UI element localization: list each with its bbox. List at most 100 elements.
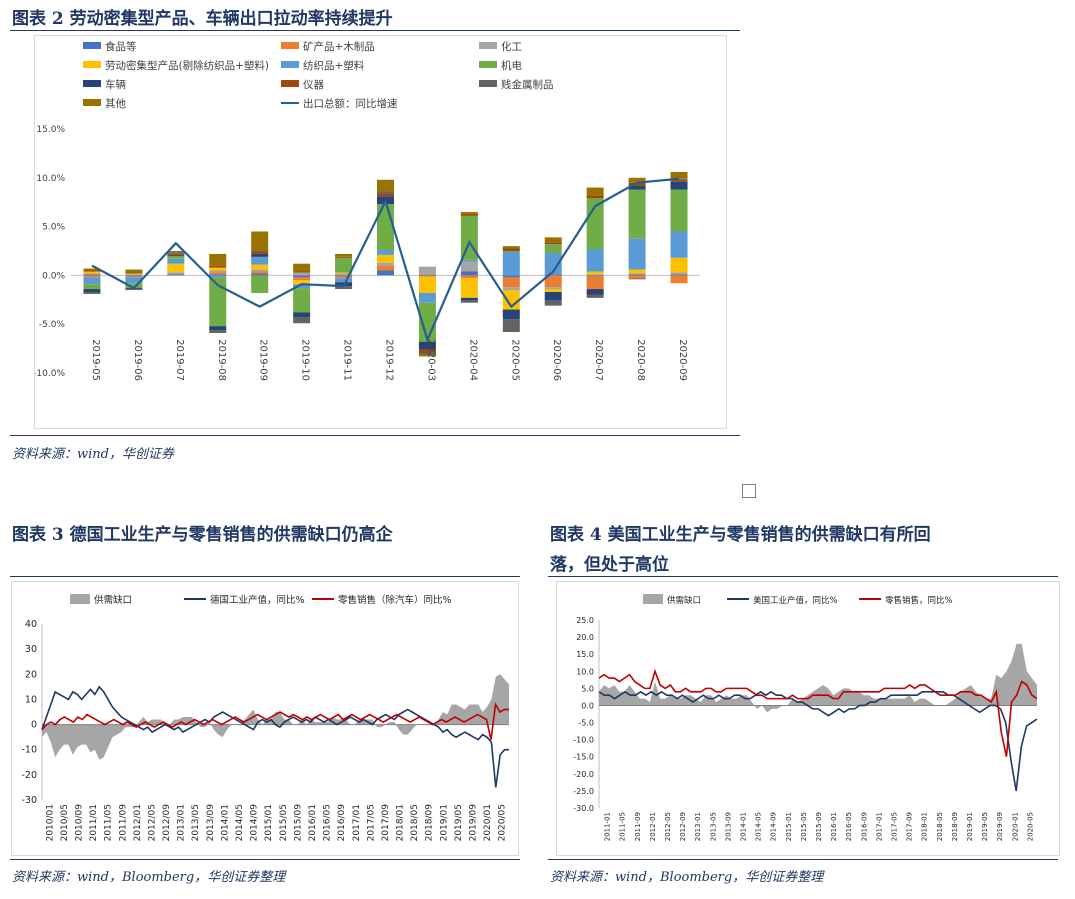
legend-swatch-gap	[70, 594, 90, 604]
bar-segment-3-1	[125, 273, 143, 275]
x-tick-label: 2013/05	[191, 804, 201, 841]
bar-segment-3-3	[209, 267, 227, 271]
bar-segment-2-7	[377, 262, 394, 266]
bar-segment-5-14	[670, 189, 688, 232]
x-tick-label: 2012-01	[649, 812, 657, 841]
bar-segment-3-12	[586, 271, 604, 275]
bar-segment-5-11	[544, 244, 562, 253]
placeholder-checkbox	[742, 484, 756, 498]
y-tick-label: 20	[25, 669, 37, 680]
bar-segment-9-13	[628, 177, 646, 183]
bar-segment-3-9	[460, 278, 478, 298]
y-tick-label: 15.0	[576, 650, 594, 659]
bar-segment-9-7	[377, 179, 394, 192]
x-tick-label: 2019/05	[454, 804, 464, 841]
legend-swatch-0	[83, 42, 101, 49]
x-tick-label: 2012-05	[664, 812, 672, 841]
bar-segment-3-4	[251, 264, 269, 270]
bar-segment-8-0	[83, 291, 101, 294]
bar-segment-6-13	[628, 185, 646, 190]
bar-segment-0-6	[335, 275, 353, 277]
bar-segment-5-2	[167, 255, 185, 259]
x-tick-label: 2020-01	[1011, 812, 1019, 841]
bar-segment-0-9	[460, 271, 478, 276]
fig4-bottom-rule	[548, 859, 1058, 860]
fig4-title-rule	[548, 576, 1058, 577]
bar-segment-1-0	[83, 275, 101, 278]
bar-segment-0-14	[670, 274, 688, 276]
bar-segment-0-1	[125, 275, 143, 277]
bar-segment-7-7	[377, 193, 394, 197]
y-tick-label: -15.0	[573, 753, 594, 762]
bar-segment-0-3	[209, 274, 227, 276]
legend-swatch-2	[479, 42, 497, 49]
bar-segment-1-8	[418, 274, 436, 276]
x-tick-label: 2017-05	[891, 812, 899, 841]
fig3-title-rule	[10, 576, 520, 577]
legend-swatch-3	[83, 61, 101, 68]
bar-segment-9-3	[209, 253, 227, 266]
bar-segment-3-10	[502, 290, 520, 310]
fig4-chart: 供需缺口 美国工业产值，同比% 零售销售，同比% -30.0 -25.0 -20.0 -15…	[573, 594, 1038, 841]
x-tick-label: 2014/09	[250, 804, 260, 842]
bar-segment-4-1	[125, 277, 143, 284]
bar-segment-1-12	[586, 276, 604, 290]
legend-label-4: 纺织品+塑料	[303, 59, 365, 72]
industrial-production-line	[598, 690, 1038, 792]
bar-segment-8-5	[293, 317, 311, 324]
bar-segment-1-6	[335, 276, 353, 279]
x-tick-label: 2019-07	[174, 339, 185, 381]
bar-segment-3-0	[83, 271, 101, 274]
legend-label-line: 出口总额：同比增速	[303, 97, 398, 110]
bar-segment-6-9	[460, 297, 478, 301]
bar-segment-4-4	[251, 256, 269, 265]
legend-swatch-7	[281, 80, 299, 87]
x-tick-label: 2020-05	[1026, 812, 1034, 841]
x-tick-label: 2019-05	[90, 339, 101, 381]
x-tick-label: 2013-09	[724, 812, 732, 841]
x-tick-label: 2018-01	[921, 812, 929, 841]
bar-segment-9-10	[502, 246, 520, 249]
bar-segment-5-13	[628, 189, 646, 239]
y-tick-label: 20.0	[576, 633, 594, 642]
bar-segment-1-14	[670, 275, 688, 284]
bar-segment-4-9	[460, 259, 478, 262]
fig3-chart-panel: 供需缺口 德国工业产值，同比% 零售销售（除汽车）同比% -30 -20 -10 0 10 20…	[11, 581, 519, 856]
bar-segment-9-2	[167, 251, 185, 253]
fig2-chart-panel: 食品等 矿产品+木制品 化工 劳动密集型产品(剔除纺织品+塑料) 纺织品+塑料 机电 车辆 仪…	[33, 35, 727, 429]
bar-segment-3-6	[335, 272, 353, 274]
bar-segment-8-4	[251, 251, 269, 252]
bar-segment-1-13	[628, 275, 646, 279]
bar-segment-7-4	[251, 251, 269, 254]
fig4-title-line2: 落，但处于高位	[550, 555, 669, 575]
bar-segment-7-8	[418, 349, 436, 353]
legend-label-3: 劳动密集型产品(剔除纺织品+塑料)	[105, 59, 269, 72]
legend-swatch-1	[281, 42, 299, 49]
bar-segment-8-2	[167, 252, 185, 254]
x-tick-label: 2011/05	[104, 804, 114, 841]
legend-swatch-gap	[643, 594, 663, 604]
x-tick-label: 2019-09	[258, 339, 269, 381]
x-tick-label: 2015/09	[293, 804, 303, 842]
x-tick-label: 2016-09	[860, 812, 868, 841]
bar-segment-0-2	[167, 274, 185, 276]
bar-segment-2-5	[293, 272, 311, 276]
x-tick-label: 2014-05	[755, 812, 763, 841]
bar-segment-2-0	[83, 273, 101, 275]
y-tick-label: -10.0%	[35, 369, 65, 379]
bar-segment-8-3	[209, 330, 227, 333]
x-tick-label: 2018-09	[951, 812, 959, 841]
bar-segment-9-12	[586, 187, 604, 196]
bar-segment-9-1	[125, 269, 143, 273]
y-tick-label: -5.0%	[39, 320, 66, 330]
bar-segment-6-12	[586, 289, 604, 295]
bar-segment-0-10	[502, 275, 520, 278]
x-tick-label: 2020-04	[467, 339, 478, 381]
export-growth-line	[91, 177, 680, 344]
x-tick-label: 2011-01	[604, 812, 612, 841]
fig4-chart-panel: 供需缺口 美国工业产值，同比% 零售销售，同比% -30.0 -25.0 -20.0 -15…	[556, 581, 1060, 856]
bar-segment-4-14	[670, 231, 688, 258]
legend-label-7: 仪器	[303, 79, 324, 91]
bar-segment-5-0	[83, 284, 101, 290]
x-tick-label: 2014/05	[235, 804, 245, 841]
